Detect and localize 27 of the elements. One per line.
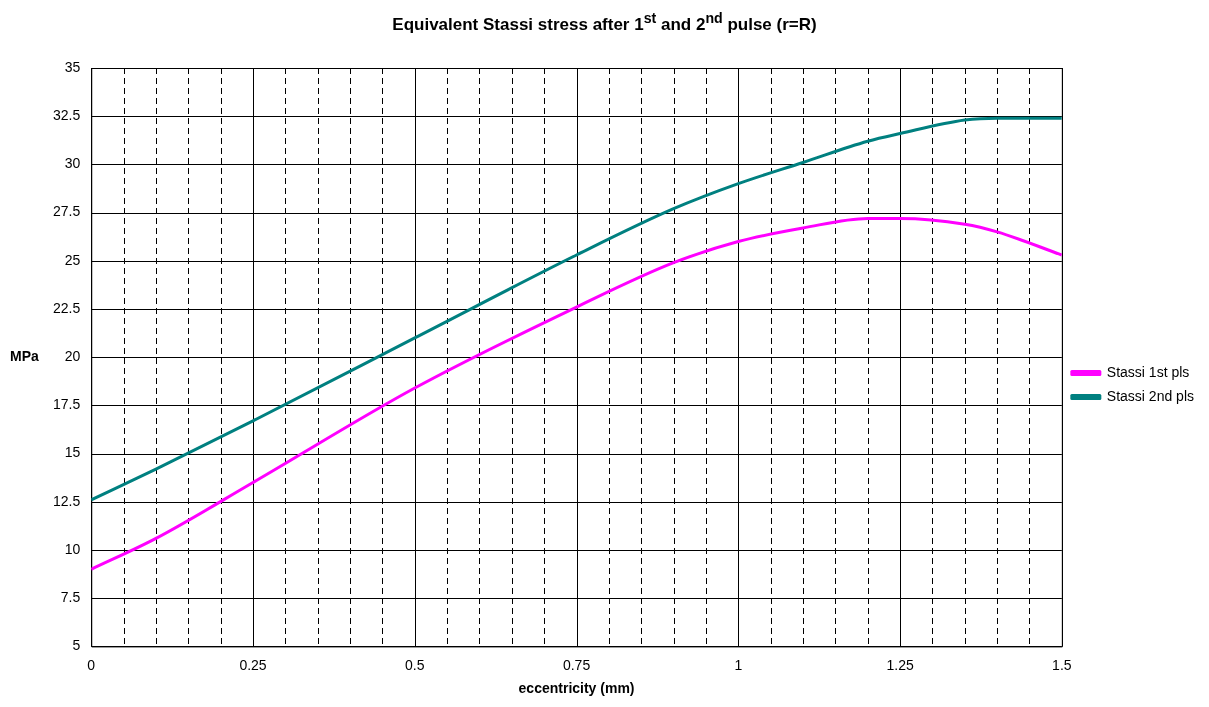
y-tick-label: 5 <box>72 637 81 654</box>
y-tick-label: 7.5 <box>60 589 81 606</box>
legend-label: Stassi 1st pls <box>1106 363 1190 380</box>
x-tick-label: 0 <box>87 656 96 673</box>
y-tick-label: 35 <box>64 58 81 75</box>
y-tick-label: 27.5 <box>53 203 81 220</box>
y-tick-label: 15 <box>64 444 81 461</box>
x-axis-title: eccentricity (mm) <box>518 680 635 697</box>
legend-label: Stassi 2nd pls <box>1106 387 1195 404</box>
line-series <box>91 216 1062 571</box>
y-tick-label: 17.5 <box>53 396 81 413</box>
chart-title: Equivalent Stassi stress after 1$^{st}$ and 2$^{nd}$ pulse (r=R) <box>391 10 818 35</box>
line-series <box>91 116 1062 502</box>
x-tick-label: 1 <box>734 656 743 673</box>
y-tick-label: 25 <box>64 251 81 268</box>
x-tick-label: 0.75 <box>562 656 591 673</box>
y-tick-label: 32.5 <box>53 107 81 124</box>
y-tick-label: 12.5 <box>53 492 81 509</box>
y-tick-label: 10 <box>64 540 81 557</box>
x-tick-label: 1.5 <box>1052 656 1072 673</box>
x-tick-label: 1.25 <box>886 656 914 673</box>
y-tick-label: 20 <box>64 348 81 365</box>
x-tick-label: 0.25 <box>239 656 267 673</box>
x-tick-label: 0.5 <box>405 656 425 673</box>
y-axis-title: MPa <box>10 348 39 365</box>
y-tick-label: 22.5 <box>53 299 81 316</box>
y-tick-label: 30 <box>64 155 81 172</box>
